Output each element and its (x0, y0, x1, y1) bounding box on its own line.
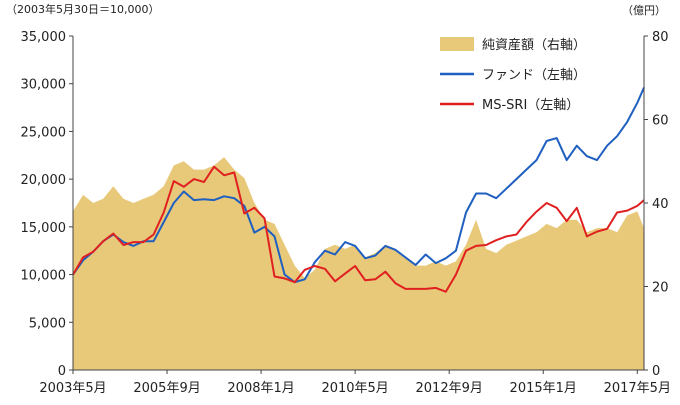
area-series-net-assets (73, 157, 644, 370)
legend-label: 純資産額（右軸） (482, 37, 586, 53)
y-tick-label: 25,000 (21, 125, 67, 140)
legend-label: ファンド（左軸） (482, 68, 586, 83)
y-tick-label: 35,000 (21, 30, 67, 45)
line-series-ms-sri (72, 165, 645, 293)
x-tick-label: 2012年9月 (416, 381, 483, 396)
x-tick-label: 2010年5月 (321, 381, 388, 396)
legend-swatch-net-assets (440, 37, 474, 51)
y2-tick-label: 20 (652, 281, 669, 296)
y-tick-label: 20,000 (21, 173, 67, 188)
y2-tick-label: 60 (652, 114, 669, 129)
x-tick-label: 2005年9月 (133, 381, 200, 396)
x-tick-label: 2003年5月 (39, 381, 106, 396)
y-tick-label: 5,000 (29, 316, 66, 331)
y-tick-label: 0 (58, 364, 66, 379)
line-series-fund (72, 87, 645, 284)
y2-tick-label: 40 (652, 197, 669, 212)
y2-tick-label: 80 (652, 30, 669, 45)
y-axis-note: （2003年5月30日＝10,000） (6, 2, 159, 16)
y-tick-label: 10,000 (21, 269, 67, 284)
legend-label: MS-SRI（左軸） (482, 98, 579, 113)
y2-axis-note: （億円） (622, 4, 666, 17)
area-layer (73, 157, 644, 370)
x-tick-label: 2015年1月 (510, 381, 577, 396)
line-layer (72, 87, 645, 293)
legend: 純資産額（右軸） ファンド（左軸） MS-SRI（左軸） (440, 37, 586, 113)
axis-layer: 0 5,000 10,000 15,000 20,000 25,000 30,000 35,0… (21, 30, 671, 396)
x-tick-label: 2008年1月 (227, 381, 294, 396)
y-tick-label: 15,000 (21, 221, 67, 236)
y-tick-label: 30,000 (21, 78, 67, 93)
y2-tick-label: 0 (652, 364, 660, 379)
x-tick-label: 2017年5月 (604, 381, 671, 396)
